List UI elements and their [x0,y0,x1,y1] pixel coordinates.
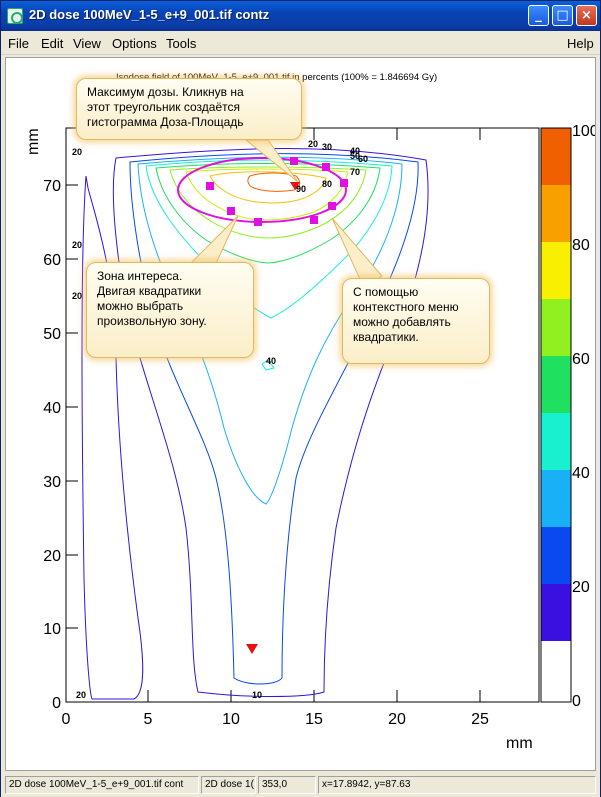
roi-handle[interactable] [227,207,235,215]
y-tick-label: 20 [43,548,61,565]
x-tick-label: 10 [222,711,240,728]
colorbar [540,127,572,703]
plot-frame [65,127,540,703]
roi-handle[interactable] [340,179,348,187]
y-tick-label: 30 [43,474,61,491]
colorbar-swatch [541,356,571,413]
y-tick-label: 40 [43,400,61,417]
contour-label: 80 [322,179,332,189]
title-bar[interactable]: 2D dose 100MeV_1-5_e+9_001.tif contz _ □… [1,1,600,31]
menu-edit[interactable]: Edit [41,36,64,51]
colorbar-tick-label: 80 [572,237,590,254]
plot-title: Isodose field of 100MeV_1-5_e+9_001.tif … [116,72,437,83]
menu-file[interactable]: File [8,36,29,51]
contour-10 [81,175,144,700]
roi-handle[interactable] [310,216,318,224]
contour-label: 20 [72,291,82,301]
colorbar-swatch [541,413,571,470]
colorbar-swatch [541,527,571,584]
x-tick-label: 0 [62,711,71,728]
x-ticks [65,128,481,702]
roi-handle[interactable] [290,157,298,165]
contour-label: 20 [76,690,86,700]
plot-canvas[interactable]: Isodose field of 100MeV_1-5_e+9_001.tif … [5,57,599,771]
status-object: 2D dose 1( [201,776,256,794]
x-tick-label: 20 [388,711,406,728]
x-tick-label: 5 [144,711,153,728]
contour-small [261,359,275,371]
contour-label: 50 [350,151,360,161]
contour-label: 40 [266,356,276,366]
menu-bar: File Edit View Options Tools Help [1,31,600,55]
y-tick-label: 0 [52,695,61,712]
colorbar-tick-label: 0 [572,693,581,710]
contour-label: 20 [72,240,82,250]
y-tick-label: 50 [43,326,61,343]
contour-label: 10 [252,690,262,700]
close-button[interactable]: × [576,5,597,26]
colorbar-tick-label: 60 [572,351,590,368]
colorbar-tick-label: 40 [572,465,590,482]
menu-help[interactable]: Help [567,36,594,51]
minimize-button[interactable]: _ [528,5,549,26]
contour-80 [209,171,327,204]
window-title: 2D dose 100MeV_1-5_e+9_001.tif contz [29,7,270,22]
contour-label: 90 [296,184,306,194]
roi-handle[interactable] [206,182,214,190]
contour-label: 30 [322,142,332,152]
x-tick-label: 15 [305,711,323,728]
x-axis-label: mm [506,735,533,752]
contour-label: 40 [350,146,360,156]
contour-20 [129,153,419,685]
colorbar-swatch [541,242,571,299]
x-tick-label: 25 [471,711,489,728]
menu-view[interactable]: View [73,36,101,51]
roi-handle[interactable] [322,163,330,171]
status-coords: x=17.8942, y=87.63 [318,776,596,794]
y-tick-label: 70 [43,178,61,195]
callout-dose-max: Максимум дозы. Кликнув на этот треугольн… [76,78,302,140]
colorbar-swatch [541,470,571,527]
callout-pointer [244,139,299,183]
contour-label: 60 [358,154,368,164]
dose-max-marker[interactable] [290,182,300,190]
contour-label: 70 [350,167,360,177]
contour-10-main [112,148,429,697]
callout-roi: Зона интереса. Двигая квадратики можно в… [86,262,254,358]
status-bar: 2D dose 100MeV_1-5_e+9_001.tif cont 2D d… [1,773,600,797]
status-canvas-name: 2D dose 100MeV_1-5_e+9_001.tif cont [5,776,199,794]
menu-tools[interactable]: Tools [166,36,197,51]
callout-context-menu: С помощью контекстного меню можно добавл… [342,278,490,364]
y-tick-label: 60 [43,252,61,269]
colorbar-swatch [541,641,571,702]
roi-handle[interactable] [328,202,336,210]
colorbar-swatch [541,584,571,641]
contour-label: 20 [72,147,82,157]
y-axis-label: mm [25,128,42,155]
maximize-button[interactable]: □ [552,5,573,26]
y-tick-label: 10 [43,621,61,638]
colorbar-tick-label: 20 [572,579,590,596]
colorbar-swatch [541,185,571,242]
contour-label: 20 [308,139,318,149]
colorbar-tick-label: 100 [572,123,595,140]
dose-min-marker[interactable] [246,644,258,654]
colorbar-swatch [541,299,571,356]
isodose-contours [81,148,429,700]
roi-handle[interactable] [254,218,262,226]
menu-options[interactable]: Options [112,36,157,51]
colorbar-swatch [541,128,571,185]
contour-90 [247,172,301,192]
app-icon [7,8,23,24]
y-ticks [66,184,78,703]
status-pixel: 353,0 [258,776,316,794]
isodose-plot[interactable]: Isodose field of 100MeV_1-5_e+9_001.tif … [6,58,599,770]
